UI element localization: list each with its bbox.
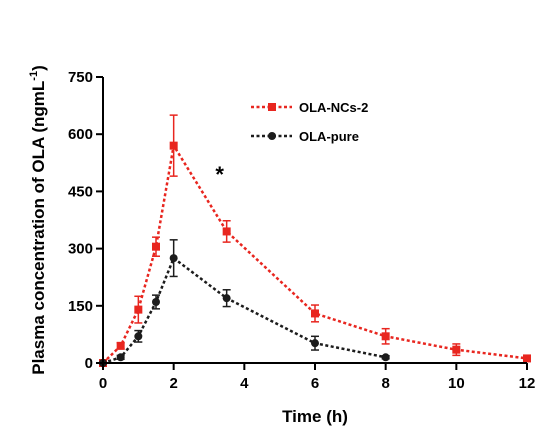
data-point — [116, 341, 125, 350]
data-point — [152, 242, 160, 251]
data-point — [152, 297, 160, 306]
data-point — [311, 309, 319, 318]
data-point — [311, 339, 319, 348]
data-point — [222, 294, 231, 303]
y-axis: 0 150 300 450 600 750 — [68, 69, 104, 372]
series-ola-ncs-2 — [99, 114, 531, 367]
legend-item-ola-ncs-2: OLA-NCs-2 — [251, 100, 368, 115]
y-axis-title-close: ) — [29, 65, 48, 71]
y-axis-title: Plasma concentration of OLA (ngmL-1) — [28, 65, 48, 375]
x-axis: 0 2 4 6 8 10 12 — [99, 362, 536, 392]
significance-asterisk: * — [215, 162, 224, 187]
x-tick-label: 6 — [311, 375, 319, 392]
x-axis-title: Time (h) — [282, 407, 348, 426]
data-point — [381, 353, 390, 362]
y-tick-label: 450 — [68, 183, 93, 200]
y-tick-label: 300 — [68, 241, 93, 258]
x-tick-label: 2 — [169, 375, 177, 392]
y-tick-label: 750 — [68, 69, 93, 86]
legend-marker-ola-pure — [268, 132, 276, 140]
x-tick-label: 10 — [448, 375, 465, 392]
x-tick-label: 12 — [519, 375, 536, 392]
x-tick-label: 0 — [99, 375, 107, 392]
y-tick-label: 600 — [68, 126, 93, 143]
y-axis-title-main: Plasma concentration of OLA (ngmL — [29, 81, 48, 375]
series-line-ola-pure — [102, 256, 386, 365]
data-point — [134, 305, 143, 314]
series-line-ola-ncs-2 — [102, 142, 528, 364]
y-tick-label: 150 — [68, 298, 93, 315]
legend-item-ola-pure: OLA-pure — [251, 129, 359, 144]
data-point — [222, 227, 231, 236]
legend-label-ola-ncs-2: OLA-NCs-2 — [299, 100, 368, 115]
data-point — [381, 332, 390, 341]
x-tick-label: 8 — [381, 375, 389, 392]
data-point — [452, 345, 461, 354]
y-axis-title-superscript: -1 — [28, 71, 40, 81]
legend-marker-ola-ncs-2 — [268, 103, 276, 111]
series-ola-pure — [99, 239, 390, 367]
y-tick-label: 0 — [85, 355, 93, 372]
x-tick-label: 4 — [240, 375, 249, 392]
legend: OLA-NCs-2 OLA-pure — [251, 100, 368, 144]
data-point — [116, 353, 125, 362]
plot-area — [99, 114, 531, 367]
data-point — [169, 254, 178, 263]
data-point — [134, 332, 143, 341]
data-point — [523, 354, 531, 363]
data-point — [169, 141, 178, 150]
legend-label-ola-pure: OLA-pure — [299, 129, 359, 144]
